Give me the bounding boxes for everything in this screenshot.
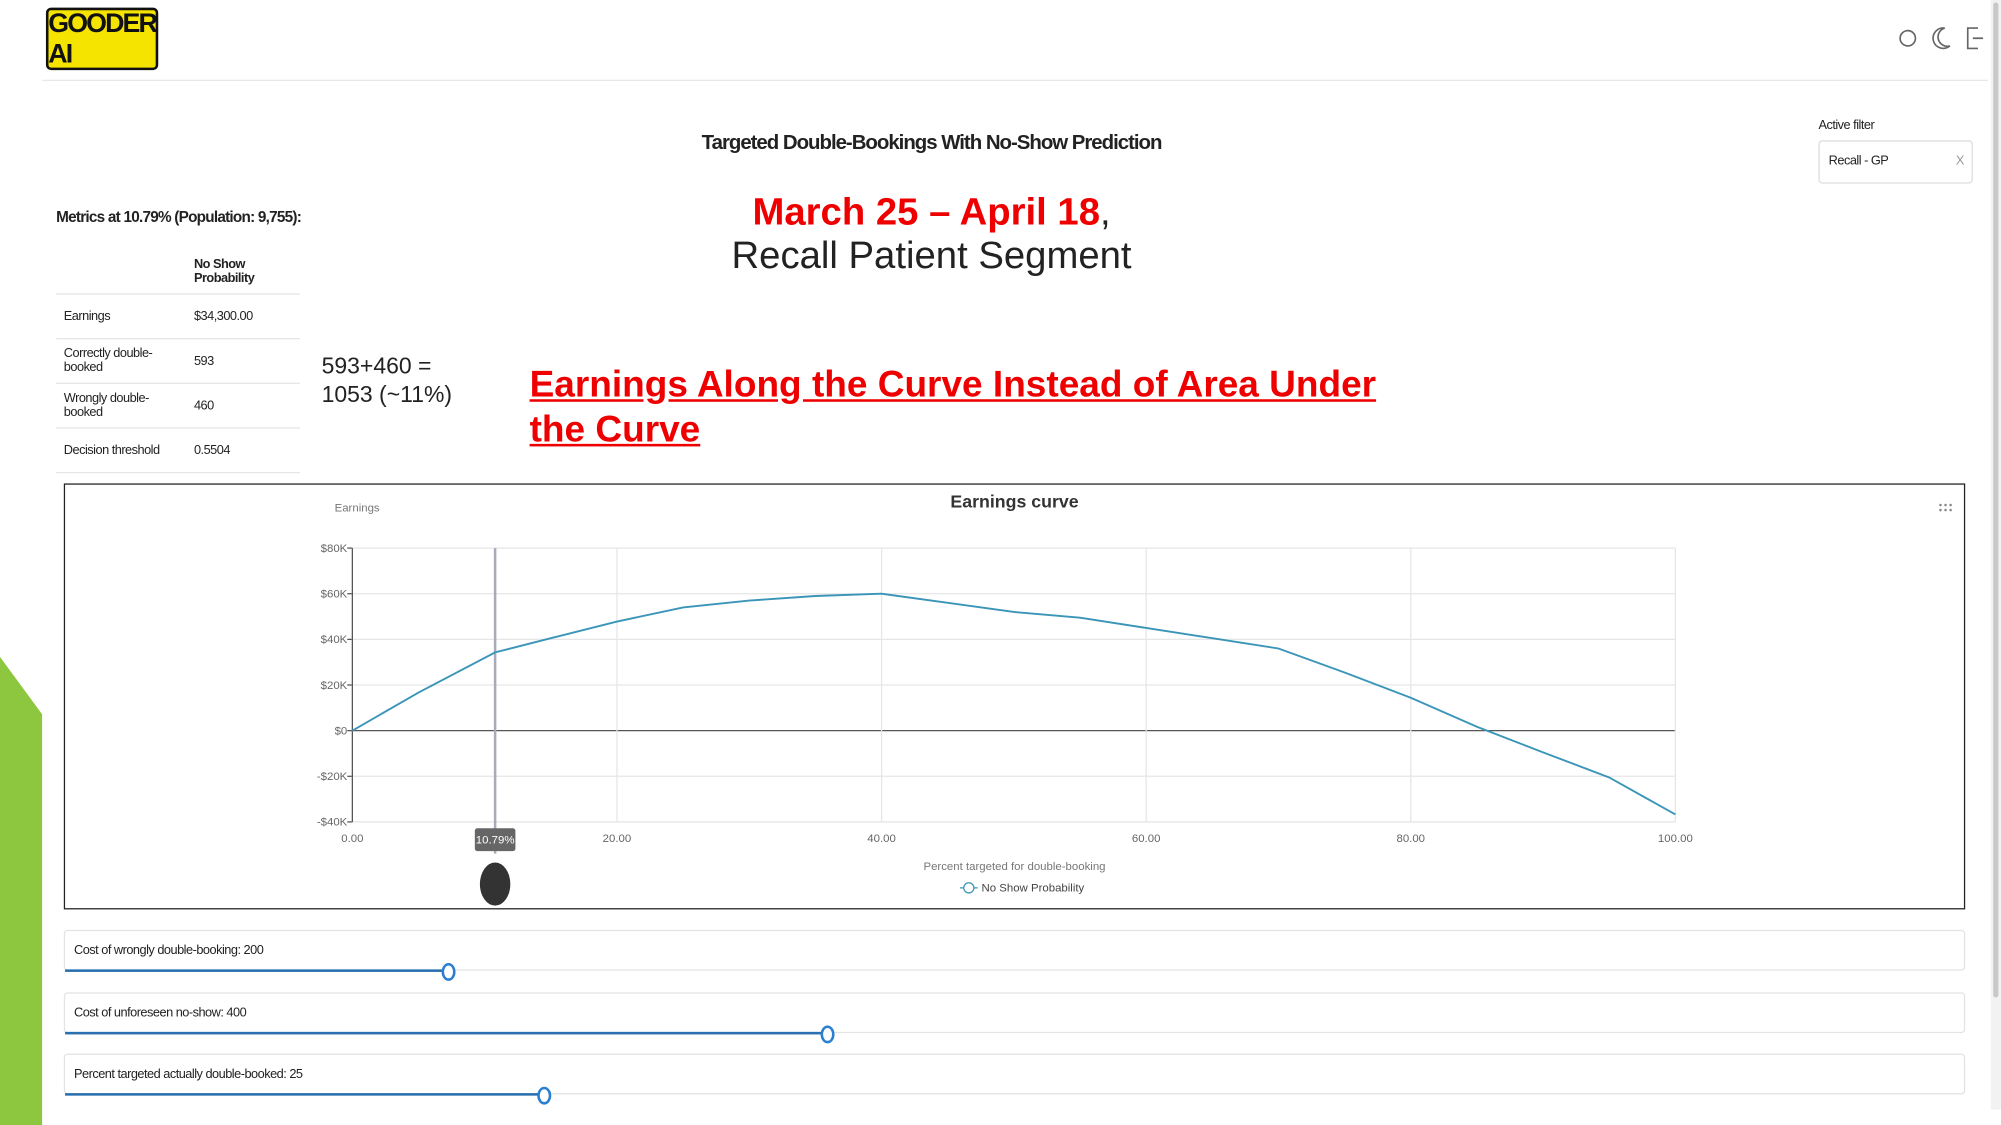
marker-handle[interactable] bbox=[479, 862, 511, 906]
slider-label: Cost of wrongly double-booking: 200 bbox=[74, 943, 264, 958]
x-tick-label: 20.00 bbox=[603, 833, 632, 845]
scroll-thumb[interactable] bbox=[1993, 2, 1999, 998]
logo[interactable]: GOODER AI bbox=[45, 7, 159, 71]
marker-label-bg bbox=[474, 828, 516, 852]
heading-line: the Curve bbox=[529, 409, 701, 451]
slider-knob[interactable] bbox=[820, 1024, 835, 1043]
filter-value: Recall - GP bbox=[1828, 154, 1889, 169]
cell-value: 0.5504 bbox=[186, 427, 300, 474]
comma: , bbox=[1099, 191, 1111, 234]
page-title: Targeted Double-Bookings With No-Show Pr… bbox=[701, 132, 1163, 155]
x-tick-label: 80.00 bbox=[1396, 833, 1425, 845]
slider-label: Percent targeted actually double-booked:… bbox=[74, 1067, 303, 1082]
y-tick-label: $60K bbox=[321, 589, 348, 601]
table-header: No Show Probability bbox=[186, 249, 300, 295]
note-line: 593+460 = bbox=[321, 353, 432, 379]
x-tick-label: 0.00 bbox=[341, 833, 363, 845]
slider[interactable]: Cost of wrongly double-booking: 200 bbox=[63, 929, 1966, 981]
logout-icon[interactable] bbox=[1966, 27, 1984, 50]
slider[interactable]: Percent targeted actually double-booked:… bbox=[63, 1053, 1966, 1105]
chart-title: Earnings curve bbox=[950, 492, 1078, 512]
line-series bbox=[351, 592, 1676, 816]
cell-label: Earnings bbox=[56, 294, 187, 340]
slider[interactable]: Cost of unforeseen no-show: 400 bbox=[63, 991, 1966, 1043]
marker-label: 10.79% bbox=[476, 834, 515, 846]
filter-label: Active filter bbox=[1818, 118, 1875, 133]
legend-label: No Show Probability bbox=[982, 883, 1085, 895]
slider-track bbox=[65, 1031, 827, 1034]
filter-clear[interactable]: X bbox=[1955, 154, 1965, 169]
x-tick-label: 60.00 bbox=[1132, 833, 1161, 845]
y-tick-label: $0 bbox=[335, 725, 348, 737]
slider-knob[interactable] bbox=[441, 963, 456, 981]
cell-value: 593 bbox=[186, 338, 300, 384]
note: 593+460 = 1053 (~11%) bbox=[322, 352, 452, 408]
slide-title: March 25 – April 18, Recall Patient Segme… bbox=[613, 191, 1251, 278]
x-tick-label: 100.00 bbox=[1658, 833, 1693, 845]
metrics-title: Metrics at 10.79% (Population: 9,755): bbox=[56, 207, 302, 226]
y-tick-label: $40K bbox=[321, 634, 348, 646]
slider-track bbox=[65, 969, 448, 972]
y-tick-label: -$20K bbox=[317, 771, 348, 783]
x-tick-label: 40.00 bbox=[867, 833, 896, 845]
metrics-table: No Show Probability Earnings $34,300.00 Co… bbox=[56, 249, 300, 474]
cell-label: Decision threshold bbox=[56, 427, 187, 474]
slider-knob[interactable] bbox=[537, 1086, 552, 1105]
y-tick-label: $80K bbox=[321, 543, 348, 555]
y-axis-label: Earnings bbox=[335, 502, 380, 514]
cell-label: Correctly double-booked bbox=[56, 338, 187, 384]
date-range: March 25 – April 18 bbox=[752, 191, 1100, 234]
heading-line: Earnings Along the Curve Instead of Area… bbox=[529, 364, 1377, 406]
cell-value: 460 bbox=[186, 383, 300, 429]
cell-value: $34,300.00 bbox=[186, 294, 300, 340]
cell-label: Wrongly double-booked bbox=[56, 383, 187, 429]
y-tick-label: -$40K bbox=[317, 817, 348, 829]
legend-marker bbox=[963, 882, 975, 894]
x-axis-label: Percent targeted for double-booking bbox=[923, 861, 1105, 873]
settings-icon[interactable] bbox=[1899, 29, 1917, 47]
accent-shape bbox=[0, 656, 43, 1125]
chart: Earnings curve Earnings Percent targeted f… bbox=[63, 483, 1966, 910]
slide-heading: Earnings Along the Curve Instead of Area… bbox=[530, 364, 1377, 453]
slider-label: Cost of unforeseen no-show: 400 bbox=[74, 1005, 247, 1020]
slider-track bbox=[65, 1093, 544, 1096]
theme-icon[interactable] bbox=[1932, 27, 1951, 50]
y-tick-label: $20K bbox=[321, 680, 348, 692]
note-line: 1053 (~11%) bbox=[321, 381, 453, 407]
segment: Recall Patient Segment bbox=[731, 234, 1132, 277]
filter-box[interactable]: Recall - GP X bbox=[1818, 140, 1973, 184]
